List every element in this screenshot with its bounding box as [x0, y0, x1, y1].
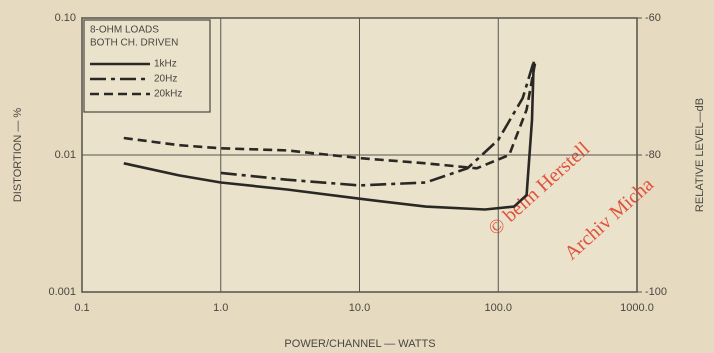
y-axis-title: DISTORTION — %	[12, 108, 24, 203]
series-line	[220, 61, 535, 187]
y-tick-label: 0.01	[55, 149, 76, 161]
legend-title: 8-OHM LOADS	[90, 25, 159, 36]
x-tick-label: 0.1	[74, 302, 89, 314]
y2-tick-label: -60	[645, 12, 661, 24]
y2-tick-label: -100	[645, 286, 667, 298]
legend-label: 20Hz	[154, 74, 177, 85]
y-tick-label: 0.10	[55, 12, 76, 24]
legend-label: 20kHz	[154, 89, 182, 100]
legend-label: 1kHz	[154, 59, 177, 70]
y-tick-label: 0.001	[48, 286, 76, 298]
y2-axis-title: RELATIVE LEVEL—dB	[694, 98, 706, 212]
legend-box	[83, 19, 211, 113]
x-tick-label: 1.0	[213, 302, 228, 314]
series-line	[123, 61, 537, 170]
series-line	[123, 61, 535, 211]
x-tick-label: 100.0	[484, 302, 512, 314]
x-tick-label: 10.0	[349, 302, 370, 314]
legend-title: BOTH CH. DRIVEN	[90, 38, 178, 49]
y2-tick-label: -80	[645, 149, 661, 161]
x-tick-label: 1000.0	[620, 302, 654, 314]
x-axis-title: POWER/CHANNEL — WATTS	[284, 338, 435, 350]
